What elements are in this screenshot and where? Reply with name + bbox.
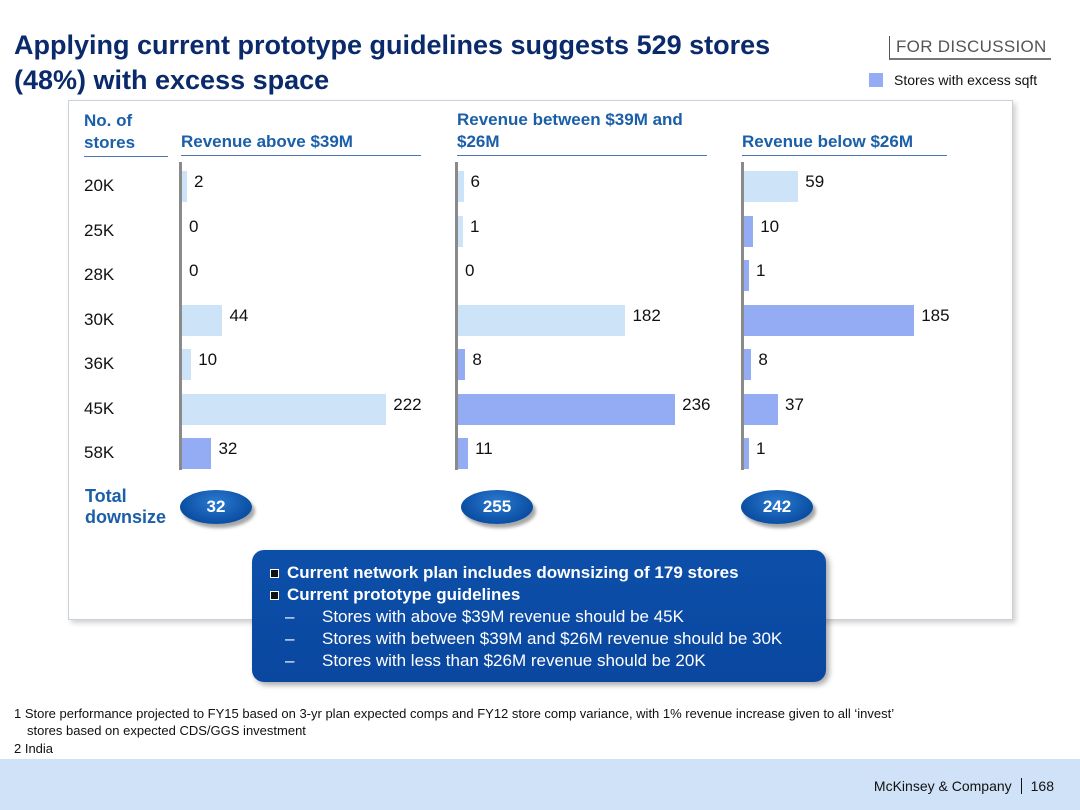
callout-sub-text: Stores with above $39M revenue should be… bbox=[322, 607, 684, 626]
bar-value-1-36k: 10 bbox=[198, 350, 218, 369]
bar-value-3-28k: 1 bbox=[756, 261, 766, 280]
bar-3-58k bbox=[744, 438, 749, 469]
callout-bullet-text: Current network plan includes downsizing… bbox=[287, 563, 739, 582]
row-label-58k: 58K bbox=[84, 443, 115, 462]
footer-text: McKinsey & Company 168 bbox=[874, 778, 1054, 794]
bar-value-1-45k: 222 bbox=[393, 394, 422, 414]
footnote-1-line-1: 1 Store performance projected to FY15 ba… bbox=[14, 706, 895, 721]
footnote-1-line-2: stores based on expected CDS/GGS investm… bbox=[27, 723, 306, 738]
row-label-28k: 28K bbox=[84, 265, 115, 284]
bar-value-2-25k: 1 bbox=[470, 216, 480, 236]
bar-3-30k bbox=[744, 304, 915, 336]
chart-panel bbox=[68, 100, 1013, 620]
bar-value-2-45k: 236 bbox=[682, 394, 711, 414]
bar-2-20k bbox=[458, 171, 464, 202]
callout-sub-bullet: – Stores with between $39M and $26M reven… bbox=[270, 628, 816, 650]
bar-1-45k bbox=[182, 393, 387, 425]
column-header-3: Revenue below $26M bbox=[742, 131, 947, 156]
bar-value-3-25k: 10 bbox=[760, 216, 780, 236]
bar-value-3-36k: 8 bbox=[758, 350, 768, 369]
bar-1-58k bbox=[182, 438, 212, 469]
footnote-1: 1 Store performance projected to FY15 ba… bbox=[14, 705, 894, 739]
bar-3-36k bbox=[744, 349, 752, 380]
for-discussion-label: FOR DISCUSSION bbox=[889, 36, 1051, 60]
bar-value-1-25k: 0 bbox=[189, 216, 199, 236]
footer-bar: McKinsey & Company 168 bbox=[0, 759, 1080, 810]
bar-2-58k bbox=[458, 438, 469, 469]
key-takeaways-callout: Current network plan includes downsizing… bbox=[252, 550, 826, 682]
bar-value-3-20k: 59 bbox=[805, 172, 825, 191]
bar-3-28k bbox=[744, 260, 749, 291]
dash-icon: – bbox=[285, 607, 295, 626]
bar-3-25k bbox=[744, 215, 754, 247]
bar-1-36k bbox=[182, 349, 192, 380]
bar-value-1-20k: 2 bbox=[194, 172, 204, 191]
company-name: McKinsey & Company bbox=[873, 778, 1012, 794]
bar-value-2-28k: 0 bbox=[465, 261, 475, 280]
title-line-1: Applying current prototype guidelines su… bbox=[14, 30, 771, 60]
legend: Stores with excess sqft bbox=[869, 72, 1037, 88]
bar-3-45k bbox=[744, 393, 779, 425]
callout-bullet: Current prototype guidelines bbox=[270, 584, 816, 606]
column-header-2: Revenue between $39M and $26M bbox=[457, 109, 707, 156]
total-downsize-badge-3: 242 bbox=[741, 490, 813, 524]
row-label-20k: 20K bbox=[84, 176, 115, 195]
bar-2-30k bbox=[458, 304, 626, 336]
bar-value-1-58k: 32 bbox=[218, 439, 238, 458]
bar-value-2-58k: 11 bbox=[475, 439, 493, 458]
callout-bullet: Current network plan includes downsizing… bbox=[270, 562, 816, 584]
callout-sub-bullet: – Stores with less than $26M revenue shou… bbox=[270, 650, 816, 672]
dash-icon: – bbox=[285, 629, 295, 648]
row-header: No. of stores bbox=[84, 110, 168, 157]
bar-value-2-36k: 8 bbox=[472, 350, 482, 369]
bar-2-45k bbox=[458, 393, 676, 425]
title-line-2: (48%) with excess space bbox=[14, 65, 330, 95]
bar-1-30k bbox=[182, 304, 223, 336]
square-bullet-icon bbox=[270, 590, 279, 600]
column-axis-2 bbox=[455, 162, 458, 470]
bar-value-1-30k: 44 bbox=[229, 305, 249, 325]
square-bullet-icon bbox=[270, 568, 279, 578]
footnote-2: 2 India bbox=[14, 741, 54, 756]
total-downsize-label: Total downsize bbox=[85, 486, 175, 528]
page-number: 168 bbox=[1030, 778, 1054, 794]
bar-1-20k bbox=[182, 171, 187, 202]
row-label-45k: 45K bbox=[84, 398, 115, 418]
bar-value-2-30k: 182 bbox=[632, 305, 661, 325]
total-downsize-badge-1: 32 bbox=[180, 490, 252, 524]
row-header-text: No. of stores bbox=[84, 111, 136, 152]
bar-value-3-30k: 185 bbox=[921, 305, 950, 325]
bar-value-3-45k: 37 bbox=[785, 394, 804, 414]
footer-separator bbox=[1020, 778, 1022, 794]
column-axis-1 bbox=[179, 162, 182, 470]
row-label-30k: 30K bbox=[84, 309, 115, 329]
slide-title: Applying current prototype guidelines su… bbox=[14, 28, 864, 98]
bar-2-25k bbox=[458, 215, 463, 247]
bar-value-1-28k: 0 bbox=[189, 261, 199, 280]
callout-bullet-text: Current prototype guidelines bbox=[287, 585, 521, 604]
legend-label: Stores with excess sqft bbox=[894, 72, 1038, 88]
bar-value-3-58k: 1 bbox=[756, 439, 766, 458]
callout-sub-text: Stores with less than $26M revenue shoul… bbox=[322, 651, 706, 670]
bar-value-2-20k: 6 bbox=[470, 172, 480, 191]
column-axis-3 bbox=[741, 162, 744, 470]
dash-icon: – bbox=[285, 651, 295, 670]
row-label-36k: 36K bbox=[84, 354, 115, 373]
row-label-25k: 25K bbox=[84, 220, 115, 240]
total-downsize-badge-2: 255 bbox=[461, 490, 533, 524]
callout-sub-bullet: – Stores with above $39M revenue should b… bbox=[270, 606, 816, 628]
legend-swatch-icon bbox=[869, 73, 883, 87]
bar-3-20k bbox=[744, 171, 799, 202]
bar-2-36k bbox=[458, 349, 466, 380]
total-downsize-text: Total downsize bbox=[85, 486, 167, 527]
callout-sub-text: Stores with between $39M and $26M revenu… bbox=[322, 629, 783, 648]
column-header-1: Revenue above $39M bbox=[181, 131, 421, 156]
